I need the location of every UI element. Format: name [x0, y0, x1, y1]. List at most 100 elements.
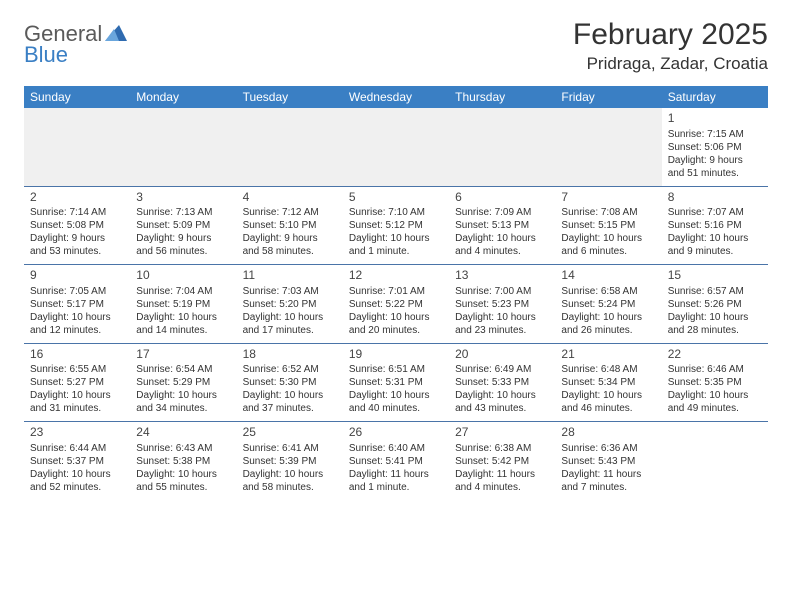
logo-triangle-icon: [105, 24, 127, 45]
calendar-day-cell: 24Sunrise: 6:43 AMSunset: 5:38 PMDayligh…: [130, 422, 236, 500]
sunset-text: Sunset: 5:39 PM: [243, 455, 337, 468]
daylight-text: Daylight: 10 hours and 52 minutes.: [30, 468, 124, 494]
calendar-day-cell: 10Sunrise: 7:04 AMSunset: 5:19 PMDayligh…: [130, 265, 236, 344]
day-number: 28: [561, 425, 655, 441]
calendar-day-cell: 25Sunrise: 6:41 AMSunset: 5:39 PMDayligh…: [237, 422, 343, 500]
calendar-day-cell: 8Sunrise: 7:07 AMSunset: 5:16 PMDaylight…: [662, 186, 768, 265]
daylight-text: Daylight: 11 hours and 7 minutes.: [561, 468, 655, 494]
calendar-day-cell: 13Sunrise: 7:00 AMSunset: 5:23 PMDayligh…: [449, 265, 555, 344]
sunrise-text: Sunrise: 7:15 AM: [668, 128, 762, 141]
calendar-day-cell: 28Sunrise: 6:36 AMSunset: 5:43 PMDayligh…: [555, 422, 661, 500]
day-number: 5: [349, 190, 443, 206]
daylight-text: Daylight: 10 hours and 37 minutes.: [243, 389, 337, 415]
calendar-day-cell: 14Sunrise: 6:58 AMSunset: 5:24 PMDayligh…: [555, 265, 661, 344]
calendar-day-cell: 23Sunrise: 6:44 AMSunset: 5:37 PMDayligh…: [24, 422, 130, 500]
sunset-text: Sunset: 5:34 PM: [561, 376, 655, 389]
daylight-text: Daylight: 10 hours and 12 minutes.: [30, 311, 124, 337]
sunset-text: Sunset: 5:06 PM: [668, 141, 762, 154]
calendar-day-cell: 20Sunrise: 6:49 AMSunset: 5:33 PMDayligh…: [449, 343, 555, 422]
sunrise-text: Sunrise: 6:48 AM: [561, 363, 655, 376]
sunrise-text: Sunrise: 6:43 AM: [136, 442, 230, 455]
day-number: 18: [243, 347, 337, 363]
sunrise-text: Sunrise: 6:52 AM: [243, 363, 337, 376]
daylight-text: Daylight: 11 hours and 4 minutes.: [455, 468, 549, 494]
daylight-text: Daylight: 10 hours and 40 minutes.: [349, 389, 443, 415]
calendar-body: 1Sunrise: 7:15 AMSunset: 5:06 PMDaylight…: [24, 108, 768, 500]
calendar-day-cell: 12Sunrise: 7:01 AMSunset: 5:22 PMDayligh…: [343, 265, 449, 344]
calendar-day-cell: 22Sunrise: 6:46 AMSunset: 5:35 PMDayligh…: [662, 343, 768, 422]
calendar-day-cell: [237, 108, 343, 186]
daylight-text: Daylight: 10 hours and 9 minutes.: [668, 232, 762, 258]
sunset-text: Sunset: 5:19 PM: [136, 298, 230, 311]
sunset-text: Sunset: 5:10 PM: [243, 219, 337, 232]
day-number: 2: [30, 190, 124, 206]
calendar-day-cell: 3Sunrise: 7:13 AMSunset: 5:09 PMDaylight…: [130, 186, 236, 265]
sunset-text: Sunset: 5:30 PM: [243, 376, 337, 389]
month-title: February 2025: [573, 18, 768, 52]
calendar-day-cell: [343, 108, 449, 186]
sunset-text: Sunset: 5:09 PM: [136, 219, 230, 232]
sunset-text: Sunset: 5:13 PM: [455, 219, 549, 232]
daylight-text: Daylight: 10 hours and 43 minutes.: [455, 389, 549, 415]
weekday-header: Thursday: [449, 86, 555, 108]
day-number: 21: [561, 347, 655, 363]
sunrise-text: Sunrise: 7:10 AM: [349, 206, 443, 219]
sunrise-text: Sunrise: 6:55 AM: [30, 363, 124, 376]
calendar-week-row: 2Sunrise: 7:14 AMSunset: 5:08 PMDaylight…: [24, 186, 768, 265]
sunset-text: Sunset: 5:31 PM: [349, 376, 443, 389]
calendar-week-row: 1Sunrise: 7:15 AMSunset: 5:06 PMDaylight…: [24, 108, 768, 186]
sunrise-text: Sunrise: 7:13 AM: [136, 206, 230, 219]
day-number: 13: [455, 268, 549, 284]
sunset-text: Sunset: 5:15 PM: [561, 219, 655, 232]
day-number: 14: [561, 268, 655, 284]
day-number: 1: [668, 111, 762, 127]
daylight-text: Daylight: 9 hours and 58 minutes.: [243, 232, 337, 258]
calendar-day-cell: 18Sunrise: 6:52 AMSunset: 5:30 PMDayligh…: [237, 343, 343, 422]
calendar-day-cell: [130, 108, 236, 186]
daylight-text: Daylight: 11 hours and 1 minute.: [349, 468, 443, 494]
calendar-week-row: 9Sunrise: 7:05 AMSunset: 5:17 PMDaylight…: [24, 265, 768, 344]
sunset-text: Sunset: 5:16 PM: [668, 219, 762, 232]
sunrise-text: Sunrise: 6:54 AM: [136, 363, 230, 376]
calendar-day-cell: 17Sunrise: 6:54 AMSunset: 5:29 PMDayligh…: [130, 343, 236, 422]
calendar-day-cell: [449, 108, 555, 186]
calendar-day-cell: 7Sunrise: 7:08 AMSunset: 5:15 PMDaylight…: [555, 186, 661, 265]
day-number: 25: [243, 425, 337, 441]
daylight-text: Daylight: 10 hours and 28 minutes.: [668, 311, 762, 337]
daylight-text: Daylight: 9 hours and 53 minutes.: [30, 232, 124, 258]
weekday-header: Wednesday: [343, 86, 449, 108]
sunrise-text: Sunrise: 6:46 AM: [668, 363, 762, 376]
daylight-text: Daylight: 10 hours and 34 minutes.: [136, 389, 230, 415]
daylight-text: Daylight: 10 hours and 23 minutes.: [455, 311, 549, 337]
title-block: February 2025 Pridraga, Zadar, Croatia: [573, 18, 768, 74]
day-number: 22: [668, 347, 762, 363]
sunrise-text: Sunrise: 7:00 AM: [455, 285, 549, 298]
sunset-text: Sunset: 5:41 PM: [349, 455, 443, 468]
sunrise-text: Sunrise: 6:38 AM: [455, 442, 549, 455]
sunset-text: Sunset: 5:33 PM: [455, 376, 549, 389]
sunset-text: Sunset: 5:08 PM: [30, 219, 124, 232]
daylight-text: Daylight: 10 hours and 55 minutes.: [136, 468, 230, 494]
sunrise-text: Sunrise: 6:36 AM: [561, 442, 655, 455]
calendar-day-cell: [662, 422, 768, 500]
calendar-day-cell: [24, 108, 130, 186]
sunset-text: Sunset: 5:29 PM: [136, 376, 230, 389]
daylight-text: Daylight: 10 hours and 26 minutes.: [561, 311, 655, 337]
day-number: 8: [668, 190, 762, 206]
calendar-day-cell: 21Sunrise: 6:48 AMSunset: 5:34 PMDayligh…: [555, 343, 661, 422]
page-header: General Blue February 2025 Pridraga, Zad…: [24, 18, 768, 74]
weekday-header: Friday: [555, 86, 661, 108]
sunrise-text: Sunrise: 6:40 AM: [349, 442, 443, 455]
sunset-text: Sunset: 5:27 PM: [30, 376, 124, 389]
calendar-day-cell: 15Sunrise: 6:57 AMSunset: 5:26 PMDayligh…: [662, 265, 768, 344]
sunrise-text: Sunrise: 6:44 AM: [30, 442, 124, 455]
daylight-text: Daylight: 10 hours and 14 minutes.: [136, 311, 230, 337]
sunset-text: Sunset: 5:35 PM: [668, 376, 762, 389]
calendar-week-row: 23Sunrise: 6:44 AMSunset: 5:37 PMDayligh…: [24, 422, 768, 500]
sunset-text: Sunset: 5:17 PM: [30, 298, 124, 311]
calendar-table: Sunday Monday Tuesday Wednesday Thursday…: [24, 86, 768, 500]
calendar-day-cell: 5Sunrise: 7:10 AMSunset: 5:12 PMDaylight…: [343, 186, 449, 265]
sunrise-text: Sunrise: 7:14 AM: [30, 206, 124, 219]
sunrise-text: Sunrise: 7:12 AM: [243, 206, 337, 219]
daylight-text: Daylight: 9 hours and 51 minutes.: [668, 154, 762, 180]
